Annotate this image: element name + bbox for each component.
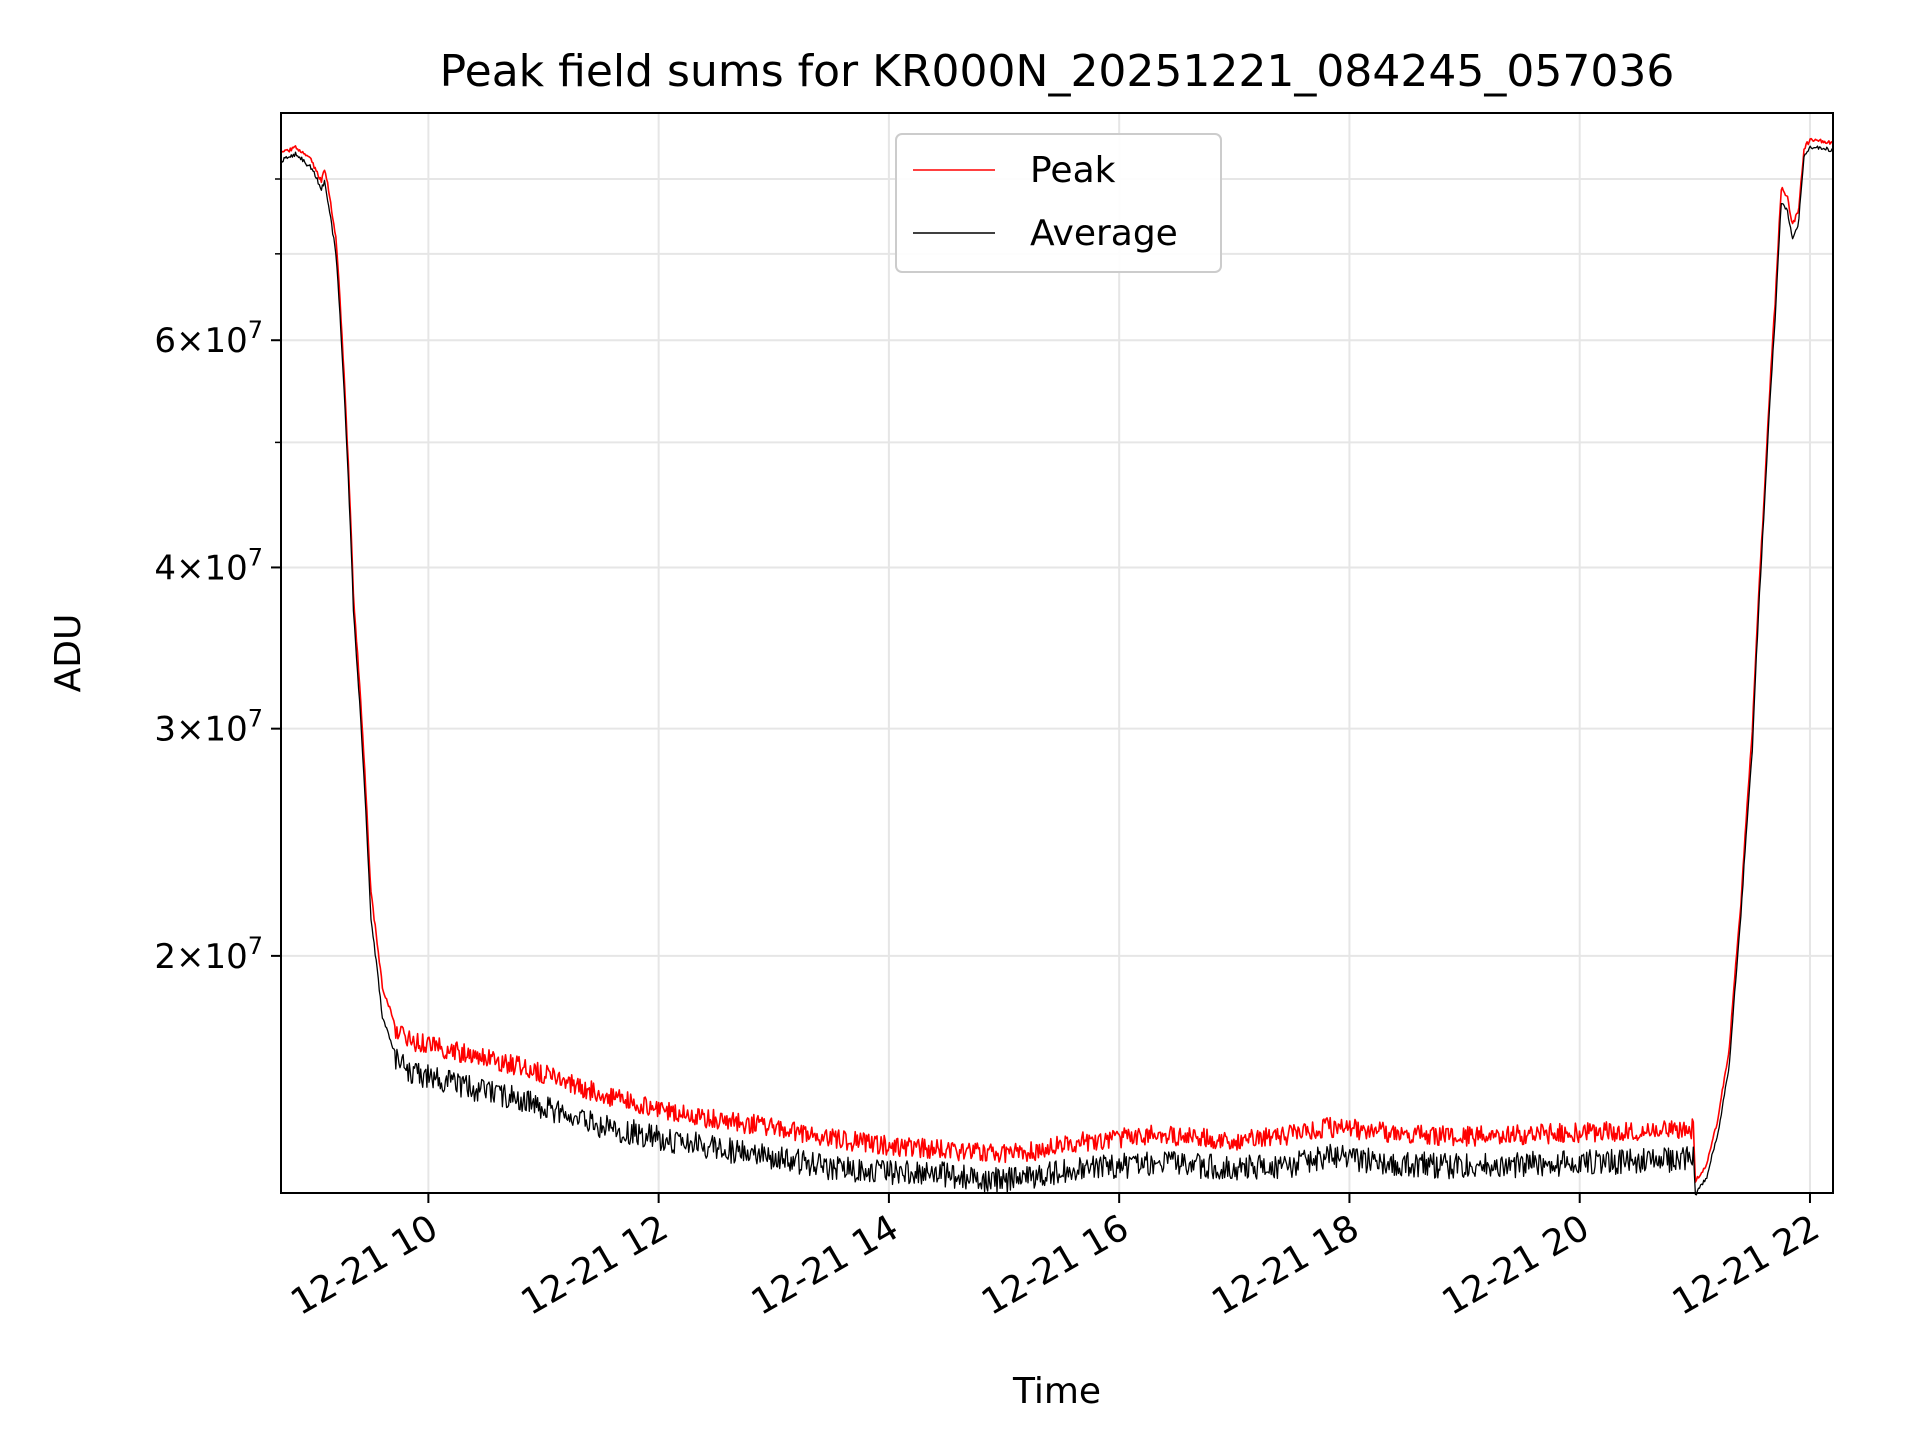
plot-area (281, 113, 1833, 1193)
y-tick-label: 4×107 (154, 543, 263, 588)
chart-title: Peak field sums for KR000N_20251221_0842… (440, 46, 1675, 97)
legend: Peak Average (895, 133, 1222, 273)
y-tick-label: 2×107 (154, 932, 263, 977)
series-layer (280, 137, 1834, 1196)
series-line-peak (280, 137, 1834, 1183)
legend-peak-label: Peak (1030, 150, 1116, 191)
y-tick-label: 3×107 (154, 705, 263, 750)
y-axis-label: ADU (48, 614, 89, 693)
x-axis-label: Time (1012, 1371, 1101, 1412)
axes-frame (280, 112, 1834, 1194)
y-axis: 2×107 3×107 4×107 6×107 (154, 178, 281, 977)
legend-box (895, 133, 1222, 273)
y-tick-label: 6×107 (154, 316, 263, 361)
series-line-average (280, 145, 1834, 1196)
legend-average-label: Average (1030, 213, 1178, 254)
